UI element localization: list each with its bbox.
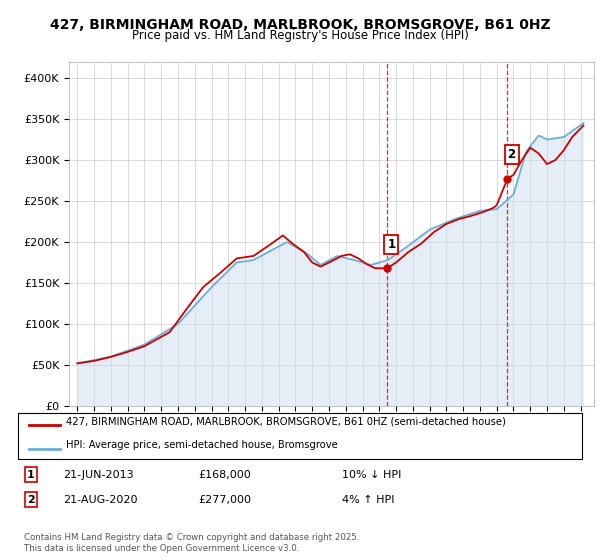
Text: 10% ↓ HPI: 10% ↓ HPI xyxy=(342,470,401,480)
Text: 2: 2 xyxy=(508,148,516,161)
Text: 21-AUG-2020: 21-AUG-2020 xyxy=(63,494,137,505)
Text: 1: 1 xyxy=(27,470,35,480)
Text: Price paid vs. HM Land Registry's House Price Index (HPI): Price paid vs. HM Land Registry's House … xyxy=(131,29,469,42)
Text: 4% ↑ HPI: 4% ↑ HPI xyxy=(342,494,395,505)
Text: £277,000: £277,000 xyxy=(198,494,251,505)
Text: HPI: Average price, semi-detached house, Bromsgrove: HPI: Average price, semi-detached house,… xyxy=(66,441,338,450)
Text: 427, BIRMINGHAM ROAD, MARLBROOK, BROMSGROVE, B61 0HZ: 427, BIRMINGHAM ROAD, MARLBROOK, BROMSGR… xyxy=(50,18,550,32)
Text: 2: 2 xyxy=(27,494,35,505)
Text: Contains HM Land Registry data © Crown copyright and database right 2025.
This d: Contains HM Land Registry data © Crown c… xyxy=(24,533,359,553)
Text: 427, BIRMINGHAM ROAD, MARLBROOK, BROMSGROVE, B61 0HZ (semi-detached house): 427, BIRMINGHAM ROAD, MARLBROOK, BROMSGR… xyxy=(66,416,506,426)
FancyBboxPatch shape xyxy=(18,413,582,459)
Text: 21-JUN-2013: 21-JUN-2013 xyxy=(63,470,134,480)
Text: £168,000: £168,000 xyxy=(198,470,251,480)
Text: 1: 1 xyxy=(388,238,395,251)
